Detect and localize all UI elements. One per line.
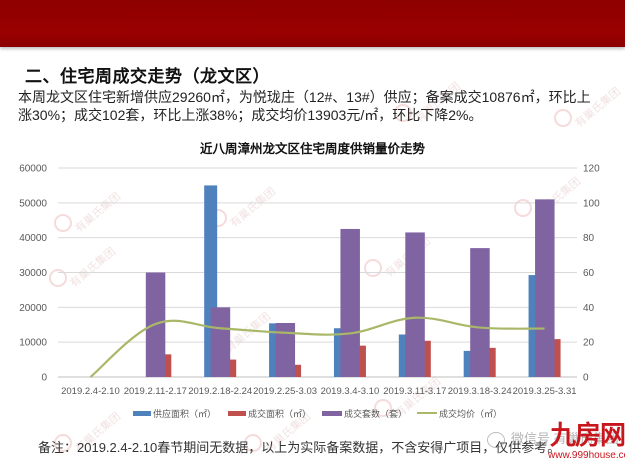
bar-deal-units [210,307,231,377]
legend-swatch-red [228,410,246,416]
x-axis-tick: 2019.3.11-3.17 [383,386,446,397]
line-avg-price [89,316,545,378]
y-axis-right-tick: 60 [583,268,595,279]
y-axis-left-tick: 0 [41,373,47,384]
bar-deal-units [275,323,296,377]
legend-item-deal-units: 成交套数（套） [322,406,407,420]
footnote: 备注：2019.2.4-2.10春节期间无数据，以上为实际备案数据，不含安得广项… [38,440,561,455]
legend-line-green [417,412,437,414]
y-axis-left-tick: 20000 [19,303,47,314]
x-axis-tick: 2019.2.25-3.03 [253,386,317,397]
y-axis-right-tick: 80 [583,233,595,244]
y-axis-left-tick: 60000 [19,164,47,175]
wechat-icon [487,431,505,448]
legend-label: 供应面积（㎡） [153,408,217,419]
x-axis-tick: 2019.2.18-2.24 [188,386,252,397]
x-axis-tick: 2019.3.25-3.31 [513,386,577,397]
brand-url: www.999house.com [548,450,625,461]
y-axis-right-tick: 100 [583,198,600,209]
legend-item-deal-area: 成交面积（㎡） [228,406,311,420]
y-axis-right-tick: 20 [583,338,595,349]
chart-legend: 供应面积（㎡） 成交面积（㎡） 成交套数（套） 成交均价（㎡） [0,406,625,420]
bar-deal-units [340,228,360,377]
x-axis-tick: 2019.3.18-3.24 [448,386,512,397]
summary-paragraph: 本周龙文区住宅新增供应29260㎡，为悦珑庄（12#、13#）供应；备案成交10… [18,88,618,124]
y-axis-left-tick: 10000 [19,338,47,349]
legend-label: 成交均价（㎡） [439,408,503,419]
bar-deal-units [470,248,490,377]
summary-line-1: 本周龙文区住宅新增供应29260㎡，为悦珑庄（12#、13#）供应；备案成交10… [18,89,591,105]
summary-line-2: 涨30%；成交102套，环比上涨38%；成交均价13903元/㎡，环比下降2%。 [18,107,483,123]
legend-swatch-purple [322,410,342,416]
header-band [0,0,625,47]
bar-deal-units [535,199,555,377]
legend-label: 成交套数（套） [344,408,408,419]
y-axis-left-tick: 40000 [19,233,47,244]
legend-item-supply-area: 供应面积（㎡） [133,406,216,420]
y-axis-right-tick: 0 [583,373,589,384]
y-axis-right-tick: 40 [583,303,595,314]
x-axis-tick: 2019.3.4-3.10 [321,386,380,397]
chart-title: 近八周漳州龙文区住宅周度供销量价走势 [199,142,425,156]
brand-logo: 九房网 www.999house.com [548,420,625,461]
bar-deal-units [405,232,425,377]
legend-label: 成交面积（㎡） [248,408,312,419]
section-title: 二、住宅周成交走势（龙文区） [25,67,270,86]
legend-item-avg-price: 成交均价（㎡） [417,406,502,420]
y-axis-left-tick: 30000 [19,268,47,279]
wechat-watermark-text: 微信号 有巢氏集团 [511,431,619,446]
legend-swatch-blue [133,410,151,416]
y-axis-left-tick: 50000 [19,198,47,209]
brand-name: 九房网 [549,420,625,450]
x-axis-tick: 2019.2.11-2.17 [124,386,187,397]
y-axis-right-tick: 120 [583,164,600,175]
x-axis-tick: 2019.2.4-2.10 [61,386,120,397]
wechat-watermark: 微信号 有巢氏集团 [487,428,619,448]
